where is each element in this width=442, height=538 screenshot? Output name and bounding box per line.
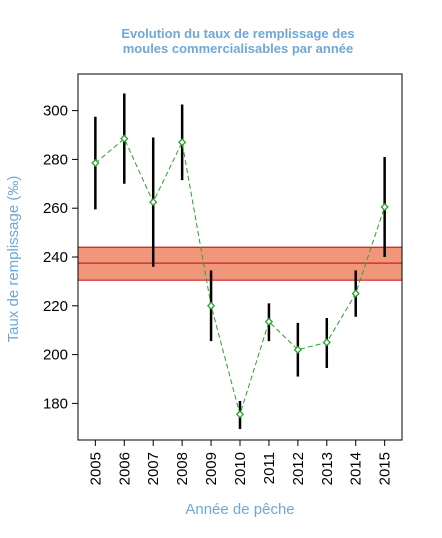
x-axis: 2005 2006 2007 2008 2009 2010 2011 2012 2013 2014… xyxy=(87,440,394,485)
x-tick-label-2011: 2011 xyxy=(261,452,278,484)
x-tick-label-2012: 2012 xyxy=(290,452,307,485)
chart-title-line1: Evolution du taux de remplissage des xyxy=(121,26,354,41)
y-tick-label-280: 280 xyxy=(43,151,68,168)
x-tick-label-2007: 2007 xyxy=(145,452,162,485)
y-axis: 180 200 220 240 260 280 300 xyxy=(43,103,78,412)
data-point-2005 xyxy=(91,158,100,168)
x-axis-title: Année de pêche xyxy=(185,501,294,518)
x-tick-label-2013: 2013 xyxy=(319,452,336,485)
x-tick-label-2008: 2008 xyxy=(174,452,191,485)
data-point-2007 xyxy=(149,197,158,207)
x-tick-label-2009: 2009 xyxy=(203,452,220,485)
data-point-2006 xyxy=(120,134,129,143)
y-axis-title: Taux de remplissage (‰) xyxy=(5,176,22,343)
reference-band xyxy=(78,246,402,281)
chart-title-line2: moules commercialisables par année xyxy=(123,41,354,56)
y-tick-label-200: 200 xyxy=(43,347,68,364)
data-point-2012 xyxy=(293,345,302,354)
y-tick-label-240: 240 xyxy=(43,249,68,266)
data-point-2008 xyxy=(178,138,187,147)
x-tick-label-2015: 2015 xyxy=(377,452,394,485)
x-tick-label-2010: 2010 xyxy=(232,452,249,485)
x-tick-label-2006: 2006 xyxy=(116,452,133,485)
data-point-2015 xyxy=(380,202,389,212)
data-points xyxy=(91,134,389,419)
x-tick-label-2014: 2014 xyxy=(348,452,365,485)
data-point-2009 xyxy=(206,301,216,310)
x-tick-label-2005: 2005 xyxy=(87,452,104,485)
y-tick-label-260: 260 xyxy=(43,200,68,217)
data-point-2011 xyxy=(264,317,274,326)
reference-band-fill xyxy=(78,247,402,281)
data-point-2014 xyxy=(351,289,360,298)
y-tick-label-300: 300 xyxy=(43,103,68,120)
data-point-2013 xyxy=(322,338,331,347)
y-tick-label-180: 180 xyxy=(43,395,68,412)
y-tick-label-220: 220 xyxy=(43,298,68,315)
data-point-2010 xyxy=(235,410,245,419)
